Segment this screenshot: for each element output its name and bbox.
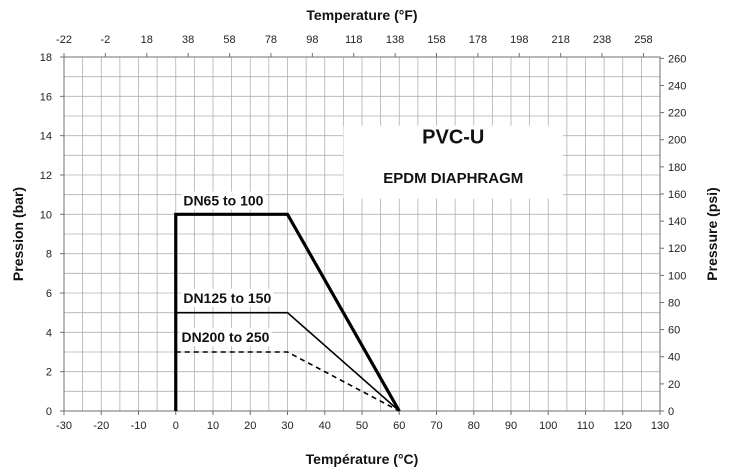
x2-tick-label: 178 (469, 34, 487, 46)
y2-axis-title: Pressure (psi) (704, 187, 720, 280)
y-tick-label: 6 (46, 288, 52, 300)
x-tick-label: 20 (244, 420, 256, 432)
x2-tick-label: 18 (141, 34, 153, 46)
y-tick-label: 18 (40, 52, 52, 64)
series-line-1 (175, 311, 400, 412)
x2-tick-label: 58 (223, 34, 235, 46)
x-tick-label: -20 (93, 420, 109, 432)
grid (63, 56, 661, 412)
x-tick-label: 80 (468, 420, 480, 432)
x2-tick-labels: -22 -2 18 38 58 78 98 118 138 158 178 198 218 238 258 (56, 34, 653, 46)
series-label-dn65: DN65 to 100 (183, 192, 263, 208)
x2-tick-label: 158 (427, 34, 445, 46)
axes (60, 53, 664, 415)
y-axis-title: Pression (bar) (10, 187, 26, 281)
x-tick-label: 120 (614, 420, 632, 432)
y2-tick-label: 220 (668, 108, 686, 120)
y2-tick-label: 100 (668, 270, 686, 282)
x2-tick-label: 218 (551, 34, 569, 46)
x2-tick-label: 38 (182, 34, 194, 46)
x2-tick-label: 98 (306, 34, 318, 46)
x-tick-label: 50 (356, 420, 368, 432)
y2-tick-label: 140 (668, 216, 686, 228)
x-tick-label: 130 (651, 420, 669, 432)
y-tick-label: 2 (46, 367, 52, 379)
x-tick-label: 40 (319, 420, 331, 432)
x-axis-title: Température (°C) (306, 451, 419, 467)
y2-tick-label: 40 (668, 352, 680, 364)
x2-axis-title: Temperature (°F) (306, 7, 417, 23)
x-tick-label: 30 (281, 420, 293, 432)
chart-subtitle: EPDM DIAPHRAGM (383, 170, 523, 187)
x-tick-label: -10 (131, 420, 147, 432)
y-tick-label: 14 (40, 131, 52, 143)
x-tick-label: 60 (393, 420, 405, 432)
x2-tick-label: 198 (510, 34, 528, 46)
y2-tick-label: 240 (668, 80, 686, 92)
series-label-bg (181, 288, 274, 307)
series-lines (174, 212, 401, 412)
y2-tick-labels: 0 20 40 60 80 100 120 140 160 180 200 220 240 260 (668, 53, 686, 418)
y2-tick-label: 200 (668, 135, 686, 147)
x-tick-label: 110 (577, 420, 595, 432)
x2-tick-label: 78 (265, 34, 277, 46)
title-box (343, 125, 564, 199)
y-tick-labels: 0 2 4 6 8 10 12 14 16 18 (40, 52, 52, 418)
y2-tick-label: 0 (668, 406, 674, 418)
y2-tick-label: 180 (668, 162, 686, 174)
y-tick-label: 0 (46, 406, 52, 418)
x-tick-label: 10 (207, 420, 219, 432)
y2-tick-label: 60 (668, 325, 680, 337)
x-tick-label: 70 (430, 420, 442, 432)
y2-tick-label: 120 (668, 243, 686, 255)
x2-tick-label: 238 (593, 34, 611, 46)
x2-tick-label: 258 (634, 34, 652, 46)
y-tick-label: 12 (40, 170, 52, 182)
x-tick-labels: -30 -20 -10 0 10 20 30 40 50 60 70 80 90 100 110 120 130 (56, 420, 669, 432)
series-line-2 (175, 351, 400, 412)
x-tick-label: 100 (539, 420, 557, 432)
y2-tick-label: 80 (668, 297, 680, 309)
x-tick-label: 0 (173, 420, 179, 432)
x2-tick-label: -2 (100, 34, 110, 46)
y-tick-label: 4 (46, 327, 52, 339)
x-tick-label: -30 (56, 420, 72, 432)
x2-tick-label: -22 (56, 34, 72, 46)
series-label-bg (179, 328, 272, 347)
x2-tick-label: 138 (386, 34, 404, 46)
y2-tick-label: 260 (668, 53, 686, 65)
y-tick-label: 16 (40, 91, 52, 103)
x-tick-label: 90 (505, 420, 517, 432)
series-label-dn125: DN125 to 150 (183, 290, 271, 306)
series-label-bg (181, 191, 266, 210)
series-label-dn200: DN200 to 250 (181, 329, 269, 345)
y2-tick-label: 160 (668, 189, 686, 201)
chart-title: PVC-U (422, 127, 484, 149)
y-tick-label: 8 (46, 249, 52, 261)
x2-tick-label: 118 (345, 34, 363, 46)
y-tick-label: 10 (40, 209, 52, 221)
y2-tick-label: 20 (668, 379, 680, 391)
